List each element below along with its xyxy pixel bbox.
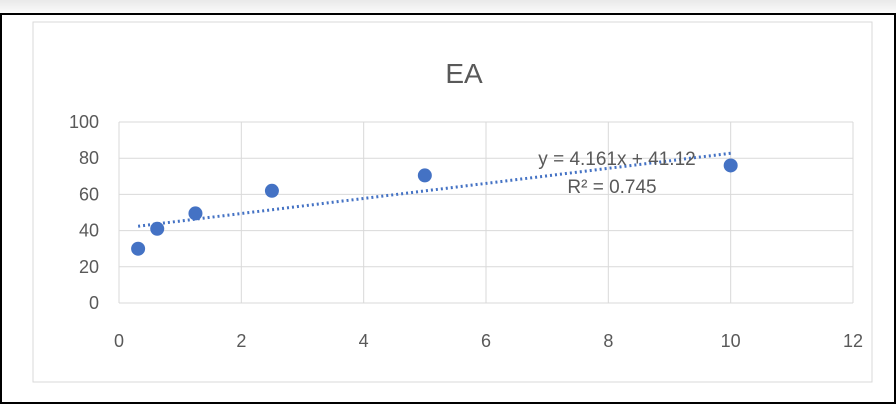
gridlines (118, 121, 854, 304)
data-point-2 (188, 206, 203, 221)
data-point-4 (417, 168, 432, 183)
x-tick-label: 8 (603, 331, 613, 351)
x-tick-label: 12 (843, 331, 863, 351)
data-points (131, 158, 738, 256)
y-tick-label: 20 (79, 257, 99, 277)
x-tick-label: 2 (236, 331, 246, 351)
x-tick-label: 4 (359, 331, 369, 351)
trendline-r-squared: R² = 0.745 (567, 177, 656, 198)
y-tick-label: 40 (79, 221, 99, 241)
data-point-5 (723, 158, 738, 173)
y-tick-label: 60 (79, 184, 99, 204)
x-tick-label: 6 (481, 331, 491, 351)
y-tick-label: 100 (69, 112, 99, 132)
chart-title: EA (445, 58, 483, 89)
top-shadow-band (0, 0, 896, 14)
y-tick-label: 80 (79, 148, 99, 168)
data-point-1 (150, 221, 165, 236)
trendline-equation: y = 4.161x + 41.12 (538, 149, 695, 170)
data-point-0 (131, 241, 146, 256)
chart-area (32, 21, 873, 383)
y-tick-label: 0 (89, 293, 99, 313)
x-axis-tick-labels: 0 2 4 6 8 10 12 (114, 331, 863, 351)
data-point-3 (264, 183, 279, 198)
x-tick-label: 0 (114, 331, 124, 351)
y-axis-tick-labels: 0 20 40 60 80 100 (69, 112, 99, 313)
x-tick-label: 10 (721, 331, 741, 351)
